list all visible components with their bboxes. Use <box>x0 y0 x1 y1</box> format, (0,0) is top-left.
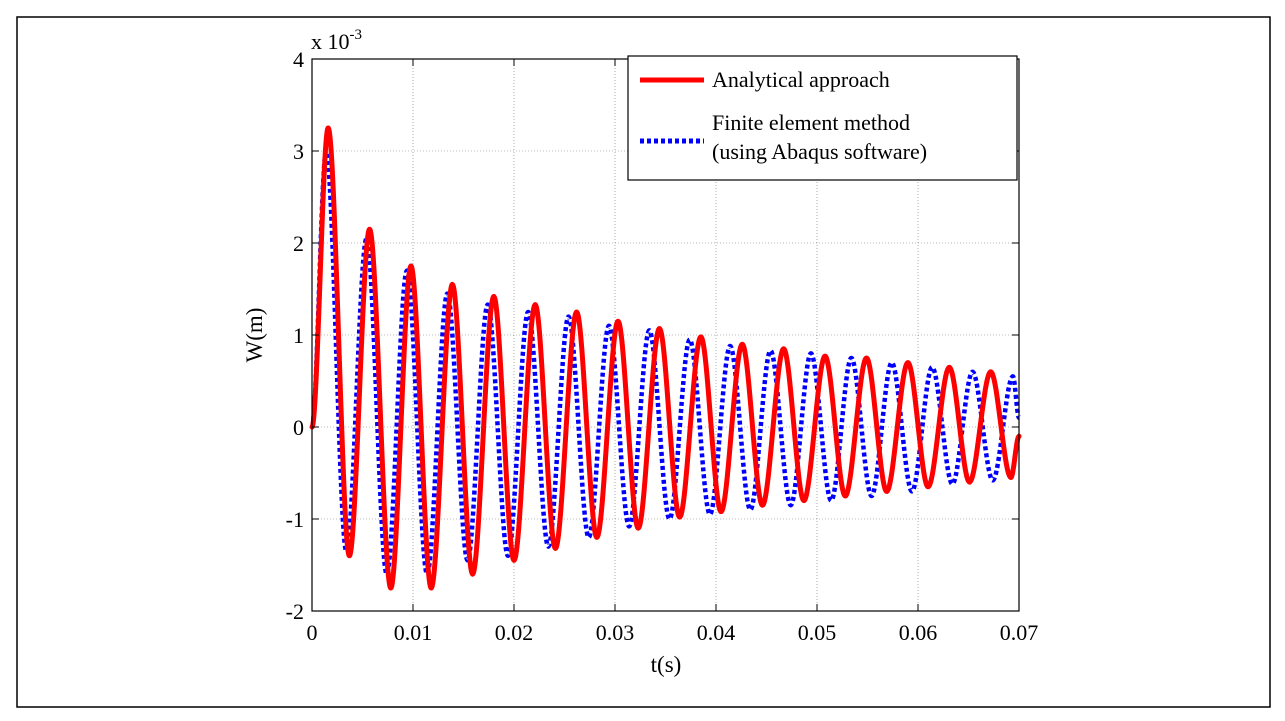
y-tick-label: 2 <box>293 231 304 256</box>
legend-box <box>627 55 1018 181</box>
y-tick-label: 4 <box>293 47 304 72</box>
x-tick-label: 0.01 <box>394 620 433 645</box>
y-axis-label: W(m) <box>242 308 267 363</box>
x-tick-label: 0.07 <box>1000 620 1039 645</box>
legend-label-fem-line: Finite element method <box>712 110 910 135</box>
x-tick-label: 0.02 <box>495 620 534 645</box>
x-axis-label: t(s) <box>651 652 682 677</box>
x-tick-label: 0.05 <box>798 620 837 645</box>
series-layer <box>309 125 1022 591</box>
x-tick-label: 0 <box>307 620 318 645</box>
y-tick-label: 0 <box>293 415 304 440</box>
series-line-analytical <box>309 125 1022 591</box>
tick-labels: 0 0.01 0.02 0.03 0.04 0.05 0.06 0.07 -2 -1 0 1 2 3 4 <box>286 47 1039 645</box>
legend-label-fem-line: (using Abaqus software) <box>712 139 927 164</box>
legend: Analytical approach Finite element metho… <box>627 55 1018 181</box>
x-tick-label: 0.04 <box>697 620 736 645</box>
x-tick-label: 0.03 <box>596 620 635 645</box>
y-tick-label: -2 <box>286 599 304 624</box>
y-tick-label: 1 <box>293 323 304 348</box>
y-tick-label: -1 <box>286 507 304 532</box>
y-multiplier-label: x 10-3 <box>311 27 362 54</box>
legend-label-fem: Finite element method (using Abaqus softw… <box>712 110 927 164</box>
y-multiplier-base: x 10 <box>311 29 350 54</box>
legend-label-analytical: Analytical approach <box>712 67 890 92</box>
y-tick-label: 3 <box>293 139 304 164</box>
y-multiplier-exponent: -3 <box>350 27 363 43</box>
x-tick-label: 0.06 <box>899 620 938 645</box>
